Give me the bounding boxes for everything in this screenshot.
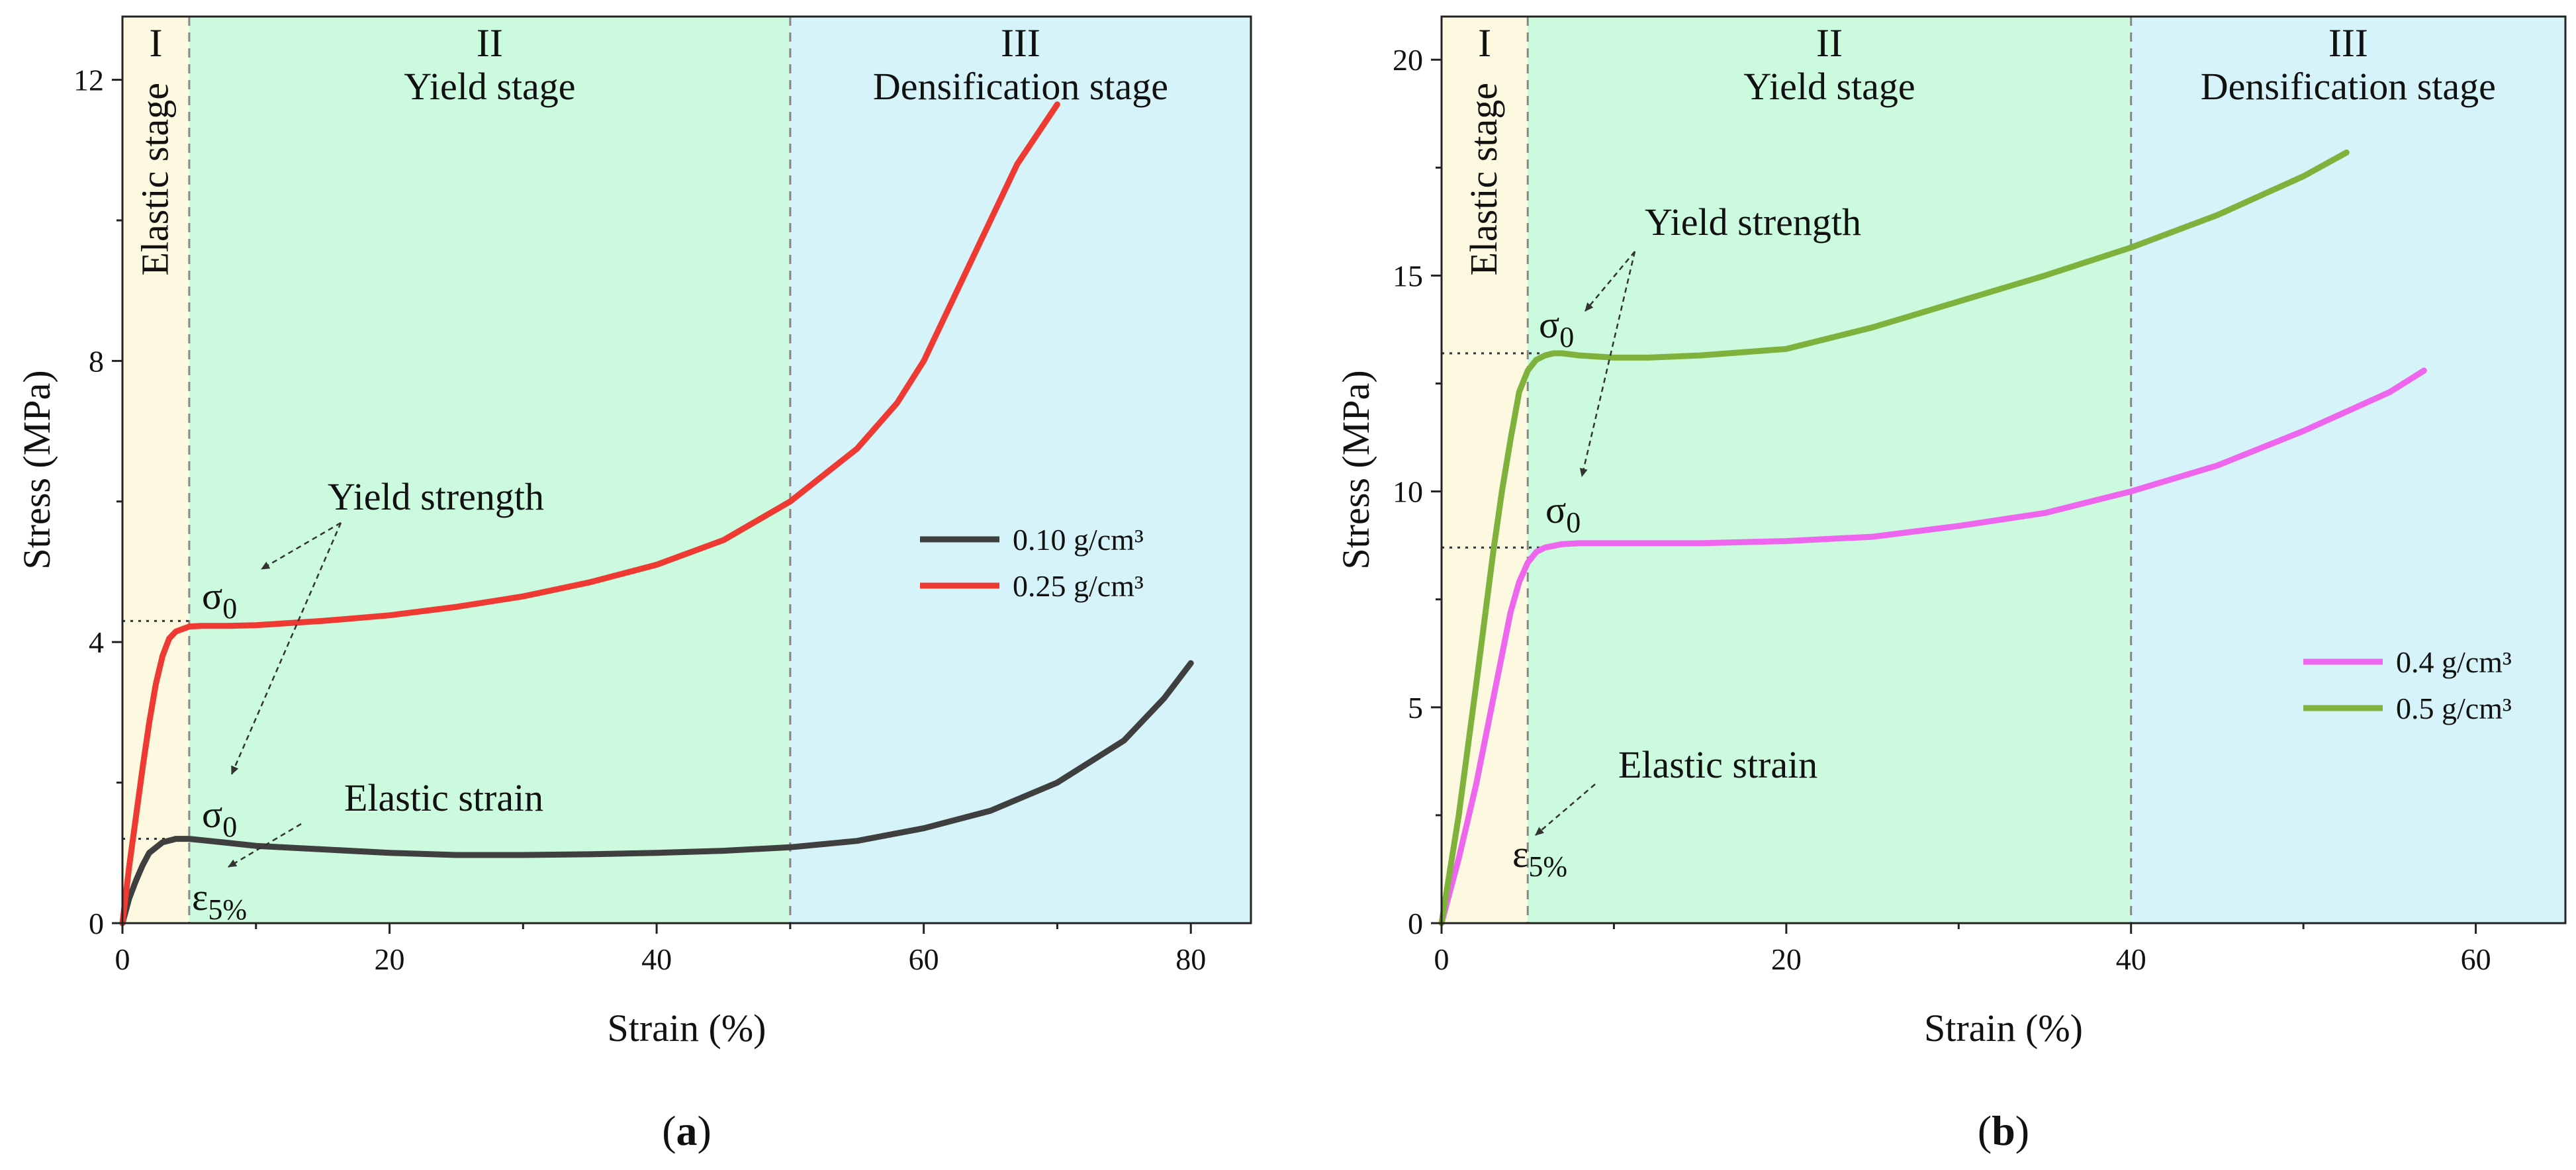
epsilon-label-subscript: 5% [208, 893, 247, 926]
y-tick-label-4: 20 [1393, 43, 1423, 77]
y-tick-label-1: 4 [89, 625, 104, 659]
stage-name-1: Elastic stage [133, 83, 176, 276]
stage-numeral-1: I [1478, 21, 1491, 65]
sigma0-label-bottom-subscript: 0 [222, 811, 237, 843]
sigma0-label-top-subscript: 0 [222, 592, 237, 625]
sigma0-label-top-symbol: σ [202, 574, 222, 617]
annotation-arrow-1 [1585, 251, 1635, 312]
elastic-strain-label: Elastic strain [344, 776, 543, 819]
series-line-2 [119, 101, 1060, 926]
series-line-2 [1438, 150, 2350, 926]
y-tick-label-3: 15 [1393, 259, 1423, 292]
y-tick-label-2: 8 [89, 344, 104, 378]
annotation-arrow-3 [228, 823, 302, 868]
elastic-strain-label: Elastic strain [1618, 743, 1817, 786]
caption-open: ( [1978, 1107, 1992, 1154]
sigma0-label-top-symbol: σ [1539, 303, 1559, 346]
stage-band-1 [122, 17, 189, 923]
caption-close: ) [698, 1107, 712, 1154]
y-tick-label-3: 12 [73, 64, 104, 97]
yield-strength-label: Yield strength [1645, 201, 1861, 244]
stage-numeral-3: III [2328, 21, 2368, 65]
caption-open: ( [662, 1107, 676, 1154]
stage-name-2: Yield stage [404, 65, 575, 108]
sigma0-label-top: σ0 [202, 574, 237, 625]
x-tick-label-2: 40 [641, 942, 672, 976]
sigma0-label-bottom-symbol: σ [1545, 488, 1566, 531]
yield-strength-label: Yield strength [328, 475, 544, 518]
y-tick-label-0: 0 [89, 907, 104, 940]
plot-frame [1440, 15, 2567, 924]
panel-caption: (a) [662, 1107, 712, 1154]
epsilon-label: ε5% [1512, 832, 1567, 883]
epsilon-label-symbol: ε [192, 876, 208, 919]
epsilon-label: ε5% [192, 876, 247, 926]
stage-name-1: Elastic stage [1462, 83, 1505, 276]
sigma0-label-bottom: σ0 [1545, 488, 1581, 539]
caption-letter: a [676, 1107, 698, 1154]
plot-frame [121, 15, 1252, 924]
stage-numeral-2: II [1816, 21, 1843, 65]
epsilon-label-symbol: ε [1512, 832, 1528, 876]
sigma0-label-bottom: σ0 [202, 793, 237, 843]
legend-label-1: 0.4 g/cm³ [2396, 645, 2512, 679]
stage-numeral-3: III [1001, 21, 1040, 65]
x-tick-label-3: 60 [909, 942, 939, 976]
annotation-arrow-2 [1579, 251, 1636, 477]
x-tick-label-4: 80 [1175, 942, 1206, 976]
epsilon-label-subscript: 5% [1528, 850, 1567, 883]
sigma0-label-bottom-symbol: σ [202, 793, 222, 836]
annotation-arrow-1 [261, 521, 342, 570]
stage-name-3: Densification stage [2201, 65, 2496, 108]
sigma0-label-bottom-subscript: 0 [1566, 506, 1581, 539]
x-tick-label-3: 60 [2461, 942, 2491, 976]
legend-label-1: 0.10 g/cm³ [1013, 523, 1144, 557]
y-tick-label-2: 10 [1393, 475, 1423, 509]
stage-name-2: Yield stage [1743, 65, 1915, 108]
stage-band-1 [1442, 17, 1528, 923]
x-tick-label-1: 20 [375, 942, 405, 976]
y-axis-title: Stress (MPa) [15, 370, 58, 569]
caption-close: ) [2015, 1107, 2029, 1154]
y-axis-title: Stress (MPa) [1334, 370, 1377, 569]
stage-band-2 [1528, 17, 2131, 923]
caption-letter: b [1992, 1107, 2015, 1154]
stage-numeral-2: II [477, 21, 503, 65]
x-tick-label-2: 40 [2116, 942, 2146, 976]
annotation-arrow-3 [1535, 784, 1596, 836]
y-tick-label-1: 5 [1408, 691, 1423, 725]
x-axis-title: Strain (%) [608, 1007, 766, 1050]
x-tick-label-0: 0 [1434, 942, 1449, 976]
panel-caption: (b) [1978, 1107, 2029, 1154]
legend-label-2: 0.5 g/cm³ [2396, 692, 2512, 725]
stage-numeral-1: I [149, 21, 162, 65]
sigma0-label-top-subscript: 0 [1559, 321, 1574, 353]
stage-band-2 [189, 17, 790, 923]
y-tick-label-0: 0 [1408, 907, 1423, 940]
x-axis-title: Strain (%) [1924, 1007, 2083, 1050]
legend-label-2: 0.25 g/cm³ [1013, 569, 1144, 603]
series-line-1 [1438, 367, 2427, 926]
x-tick-label-1: 20 [1771, 942, 1802, 976]
series-line-1 [119, 660, 1194, 926]
x-tick-label-0: 0 [115, 942, 130, 976]
stage-name-3: Densification stage [873, 65, 1168, 108]
stage-band-3 [790, 17, 1251, 923]
sigma0-label-top: σ0 [1539, 303, 1574, 353]
